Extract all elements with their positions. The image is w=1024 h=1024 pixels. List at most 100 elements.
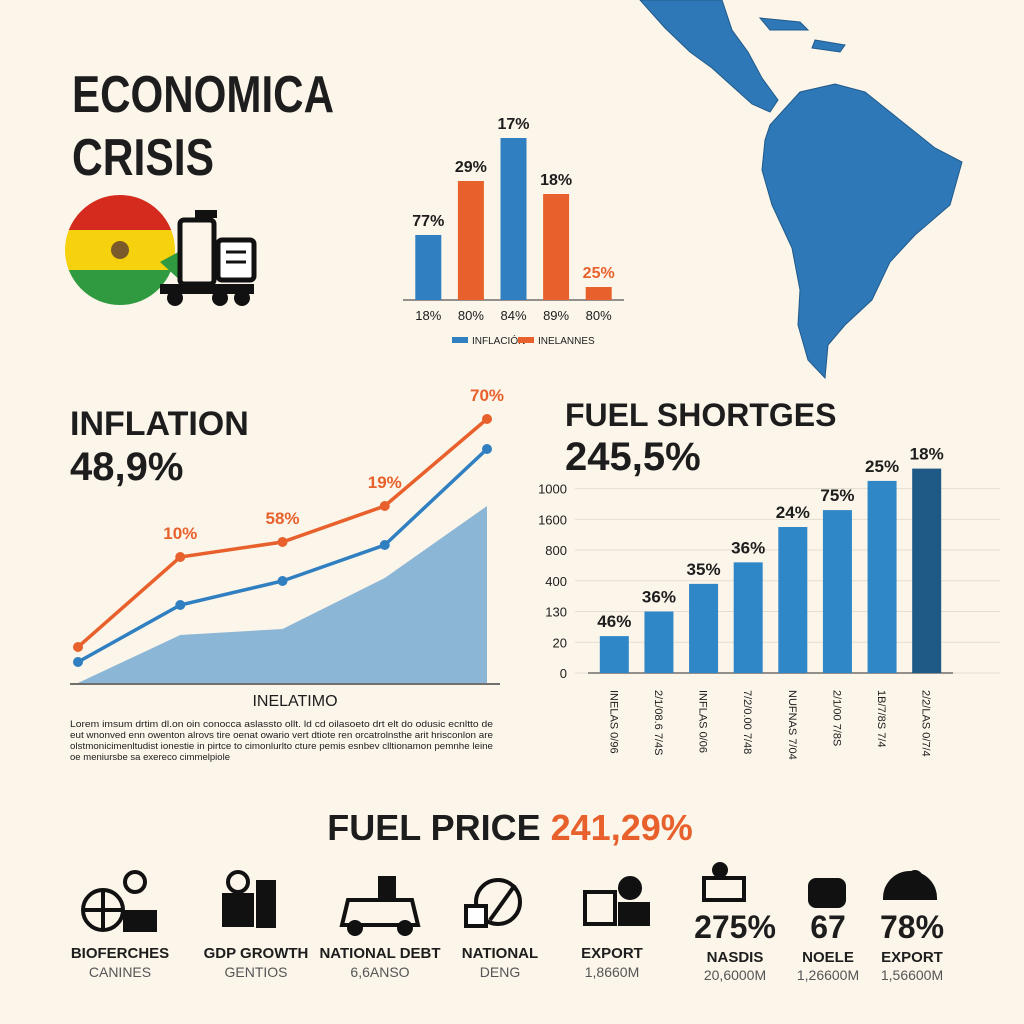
bar-annotation: 35% [687, 560, 721, 579]
fuel-price-value: 241,29% [551, 807, 693, 848]
chart-subtitle: 48,9% [70, 445, 183, 489]
paragraph-line: eut wnonved enn owenton alrovs tire oena… [70, 730, 493, 741]
bar [644, 611, 674, 673]
chart-title: INFLATION [70, 405, 249, 443]
point [73, 642, 83, 652]
bar-annotation: 77% [412, 213, 444, 230]
paragraph-line: olstmonicimenltudist ionestie in pirtce … [70, 741, 493, 752]
indicator-label: NATIONAL DEBT [319, 945, 440, 962]
bar [585, 287, 612, 300]
legend-swatch [518, 337, 534, 343]
point [379, 501, 390, 511]
paragraph-line: Lorem imsum drtim dl.on oin conocca asla… [70, 719, 493, 730]
indicator-sub: DENG [480, 964, 520, 980]
point [73, 657, 83, 667]
point [482, 444, 492, 454]
point [175, 600, 186, 610]
fuel-price-label: FUEL PRICE [327, 807, 540, 848]
chart-title: FUEL SHORTGES [565, 397, 836, 433]
indicator-value: 78% [880, 909, 944, 945]
x-tick-label: 7/2/0.00 7/48 [741, 690, 753, 754]
point-annotation: 19% [368, 473, 402, 492]
point [482, 414, 492, 424]
chart-subtitle: 245,5% [565, 435, 701, 479]
x-tick-label: 18% [415, 308, 441, 323]
legend-label: INELANNES [538, 336, 595, 347]
bar [689, 583, 719, 673]
bar-annotation: 36% [731, 538, 765, 557]
bar-annotation: 25% [583, 265, 615, 282]
y-tick-label: 400 [545, 574, 567, 589]
indicator-sub: CANINES [89, 964, 151, 980]
point [277, 576, 288, 586]
truck-icon [160, 210, 257, 306]
x-tick-label: INELAS 0/96 [607, 690, 619, 754]
y-tick-label: 0 [560, 666, 567, 681]
bar [500, 138, 527, 300]
legend-swatch [452, 337, 468, 343]
bar [912, 468, 942, 673]
indicator-sub: 20,6000M [704, 967, 766, 983]
indicator-label: BIOFERCHES [71, 945, 169, 962]
title-line: CRISIS [72, 129, 214, 187]
y-tick-label: 1600 [538, 512, 567, 527]
area [78, 506, 487, 683]
paragraph-line: oe meniursbe sa exereco cimmelpiole [70, 752, 230, 763]
bar-annotation: 46% [597, 612, 631, 631]
indicator-sub: 1,26600M [797, 967, 859, 983]
indicator-label: NASDIS [707, 949, 764, 966]
point-annotation: 10% [163, 524, 197, 543]
indicator-value: 67 [810, 909, 846, 945]
bar [867, 480, 897, 673]
indicator-label: EXPORT [881, 949, 943, 966]
bar-annotation: 75% [820, 486, 854, 505]
x-tick-label: 1B/7/8S 7/4 [875, 690, 887, 748]
title-line: ECONOMICA [72, 66, 334, 124]
indicator-icons [81, 862, 938, 936]
bar-annotation: 18% [540, 172, 572, 189]
x-tick-label: 80% [458, 308, 484, 323]
bar [733, 562, 763, 673]
bar-annotation: 25% [865, 457, 899, 476]
bar-annotation: 29% [455, 159, 487, 176]
bar-annotation: 36% [642, 588, 676, 607]
y-tick-label: 130 [545, 605, 567, 620]
bar [457, 181, 484, 300]
x-tick-label: 80% [586, 308, 612, 323]
x-tick-label: 2/2/LAS 0/7/4 [920, 690, 932, 757]
indicator-sub: 6,6ANSO [350, 964, 409, 980]
indicator-sub: 1,8660M [585, 964, 639, 980]
bar [599, 636, 629, 673]
bar [822, 510, 852, 673]
x-tick-label: 84% [500, 308, 526, 323]
bar [778, 527, 808, 673]
legend-label: INFLACIÓN [472, 334, 525, 347]
x-tick-label: NUFNAS 7/04 [786, 690, 798, 760]
indicator-value: 275% [694, 909, 776, 945]
x-tick-label: INFLAS 0/06 [697, 690, 709, 753]
y-tick-label: 20 [553, 635, 567, 650]
indicator-sub: GENTIOS [224, 964, 287, 980]
x-tick-label: 2/1/08.6 7/4S [652, 690, 664, 755]
bar-annotation: 17% [497, 116, 529, 133]
x-axis-label: INELATIMO [252, 693, 337, 710]
map [639, 0, 963, 380]
y-tick-label: 800 [545, 543, 567, 558]
flag [65, 195, 175, 305]
indicator-sub: 1,56600M [881, 967, 943, 983]
bar-annotation: 18% [910, 445, 944, 464]
fuel-price: FUEL PRICE 241,29% [327, 807, 693, 848]
x-tick-label: 89% [543, 308, 569, 323]
bar [415, 235, 442, 300]
x-tick-label: 2/1/00 7/8S [830, 690, 842, 746]
y-tick-label: 1000 [538, 482, 567, 497]
point-annotation: 70% [470, 386, 504, 405]
bar [543, 194, 570, 300]
bar-annotation: 24% [776, 503, 810, 522]
indicator-label: GDP GROWTH [204, 945, 309, 962]
indicator-label: EXPORT [581, 945, 643, 962]
point [379, 540, 390, 550]
